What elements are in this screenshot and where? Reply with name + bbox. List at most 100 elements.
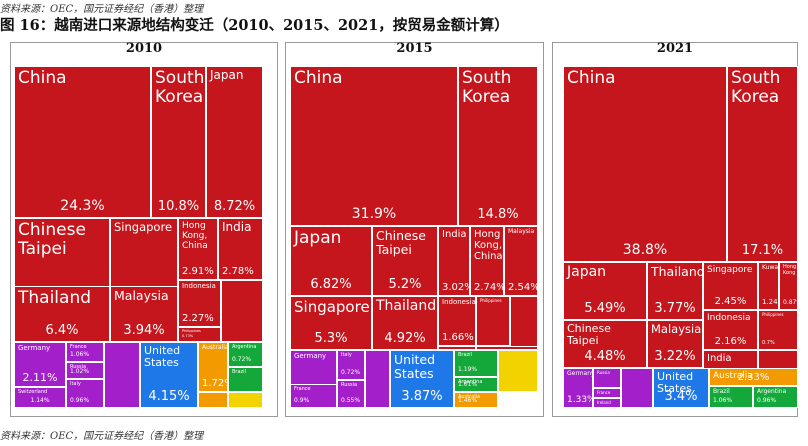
treemap-minor-tile bbox=[104, 342, 140, 408]
panel-2010 bbox=[10, 42, 278, 417]
tile-name-label: Philippines bbox=[480, 298, 502, 303]
treemap-2021: China 38.8% South Korea 17.1% Japan 5.49% Thai… bbox=[563, 66, 798, 408]
treemap-tile-philippines: Philippines bbox=[476, 296, 510, 346]
treemap-tile-france: France 1.06% bbox=[66, 342, 104, 362]
tile-share-label: 2.74% bbox=[474, 281, 504, 293]
tile-name-label: United States bbox=[394, 352, 436, 381]
tile-share-label: 2.78% bbox=[222, 265, 254, 277]
tile-name-label: Hong Kong bbox=[783, 264, 797, 276]
treemap-tile-india: India 3.02% bbox=[438, 226, 470, 296]
tile-share-label: 0.96% bbox=[70, 397, 90, 405]
treemap-tile-ireland: Ireland bbox=[593, 398, 621, 408]
treemap-tile-australia: Australia 2.33% bbox=[709, 368, 798, 386]
tile-name-label: Italy bbox=[70, 381, 81, 387]
tile-name-label: Singapore bbox=[294, 298, 370, 316]
treemap-tile-indonesia: Indonesia 1.66% bbox=[438, 296, 476, 346]
tile-name-label: Malaysia bbox=[651, 322, 702, 336]
tile-name-label: Argentina bbox=[458, 379, 483, 385]
treemap-tile-germany: Germany 2.11% bbox=[14, 342, 66, 387]
tile-name-label: Russia bbox=[70, 364, 87, 370]
treemap-tile-indonesia: Indonesia 2.27% bbox=[178, 280, 221, 327]
tile-share-label: 0.96% bbox=[757, 397, 777, 405]
treemap-tile-australia: Australia 1.72% bbox=[198, 342, 228, 392]
treemap-tile-kuwait: Kuwait 1.24% bbox=[758, 262, 779, 310]
tile-share-label: 1.06% bbox=[713, 397, 733, 405]
tile-share-label: 8.72% bbox=[213, 199, 256, 215]
tile-name-label: Germany bbox=[567, 370, 593, 377]
tile-name-label: Singapore bbox=[707, 265, 753, 275]
tile-share-label: 0.72% bbox=[341, 369, 361, 377]
tile-name-label: China bbox=[294, 68, 343, 88]
tile-name-label: Chinese Taipei bbox=[376, 228, 426, 257]
tile-name-label: United States bbox=[144, 344, 181, 370]
treemap-minor-tile bbox=[510, 296, 538, 350]
year-label-2015: 2015 bbox=[396, 41, 433, 56]
source-note-top: 资料来源：OEC，国元证券经纪（香港）整理 bbox=[0, 4, 204, 15]
tile-name-label: France bbox=[597, 390, 611, 395]
tile-name-label: France bbox=[294, 386, 311, 392]
tile-name-label: Australia bbox=[458, 394, 481, 400]
tile-name-label: South Korea bbox=[462, 68, 512, 108]
treemap-tile-malaysia: Malaysia 2.54% bbox=[504, 226, 538, 296]
tile-name-label: Japan bbox=[294, 228, 342, 248]
treemap-tile-malaysia: Malaysia 3.22% bbox=[647, 320, 703, 368]
treemap-tile-italy: Italy 0.72% bbox=[337, 350, 365, 380]
treemap-tile-germany: Germany 1.33% bbox=[563, 368, 593, 408]
treemap-minor-tile bbox=[365, 350, 390, 408]
treemap-minor-tile bbox=[228, 392, 263, 408]
treemap-tile-italy: Italy 0.96% bbox=[66, 379, 104, 408]
treemap-tile-hong-kong-china: Hong Kong, China 2.74% bbox=[470, 226, 504, 296]
tile-share-label: 6.82% bbox=[310, 277, 352, 293]
tile-share-label: 4.48% bbox=[584, 349, 626, 365]
treemap-tile-chinese-taipei: Chinese Taipei 5.2% bbox=[372, 226, 438, 296]
tile-share-label: 31.9% bbox=[351, 206, 397, 223]
tile-name-label: Philippines bbox=[762, 312, 784, 317]
tile-name-label: Germany bbox=[18, 344, 51, 352]
treemap-tile-argentina: Argentina 0.72% bbox=[228, 342, 263, 367]
tile-name-label: Philippines bbox=[182, 329, 201, 333]
tile-name-label: Brazil bbox=[458, 352, 472, 358]
tile-name-label: India bbox=[707, 353, 732, 364]
treemap-tile-china: China 31.9% bbox=[290, 66, 458, 226]
tile-share-label: 0.87% bbox=[783, 299, 797, 307]
tile-name-label: Chinese Taipei bbox=[567, 322, 611, 348]
tile-share-label: 3.22% bbox=[654, 349, 696, 365]
tile-share-label: 2.16% bbox=[714, 335, 747, 347]
treemap-tile-switzerland: Switzerland 1.14% bbox=[14, 387, 66, 408]
tile-share-label: 2.54% bbox=[508, 281, 538, 293]
treemap-tile-united-states: United States 3.87% bbox=[390, 350, 454, 408]
treemap-tile-japan: Japan 6.82% bbox=[290, 226, 372, 296]
tile-name-label: Thailand bbox=[18, 288, 92, 308]
tile-name-label: Malaysia bbox=[114, 288, 169, 303]
tile-name-label: Russia bbox=[597, 370, 610, 375]
tile-share-label: 1.01% bbox=[458, 381, 478, 389]
source-note-bottom: 资料来源：OEC，国元证券经纪（香港）整理 bbox=[0, 431, 204, 442]
tile-share-label: 2.33% bbox=[737, 371, 770, 383]
treemap-tile-japan: Japan 8.72% bbox=[206, 66, 263, 218]
treemap-tile-argentina: Argentina 1.01% bbox=[454, 377, 498, 392]
tile-share-label: 4.15% bbox=[148, 389, 190, 405]
tile-share-label: 1.72% bbox=[202, 377, 227, 389]
treemap-tile-philippines: Philippines 0.7% bbox=[758, 310, 798, 350]
tile-name-label: Australia bbox=[202, 344, 228, 351]
tile-name-label: United States bbox=[657, 370, 694, 396]
treemap-tile-japan: Japan 5.49% bbox=[563, 262, 647, 320]
tile-share-label: 1.46% bbox=[458, 397, 478, 405]
tile-name-label: Italy bbox=[341, 352, 352, 358]
tile-share-label: 1.02% bbox=[70, 368, 90, 376]
tile-share-label: 6.4% bbox=[45, 323, 79, 339]
treemap-tile-china: China 38.8% bbox=[563, 66, 727, 262]
treemap-tile-philippines: Philippines 0.73% bbox=[178, 327, 221, 342]
treemap-tile-south-korea: South Korea 10.8% bbox=[151, 66, 206, 218]
treemap-tile-singapore: Singapore 2.45% bbox=[703, 262, 758, 310]
tile-name-label: India bbox=[222, 220, 252, 234]
treemap-tile-brazil: Brazil 1.19% bbox=[454, 350, 498, 377]
treemap-tile-south-korea: South Korea 17.1% bbox=[727, 66, 798, 262]
treemap-tile-france: France bbox=[593, 388, 621, 398]
tile-share-label: 3.94% bbox=[123, 323, 165, 339]
tile-share-label: 24.3% bbox=[60, 198, 105, 215]
year-label-2021: 2021 bbox=[656, 41, 694, 56]
treemap-tile-south-korea: South Korea 14.8% bbox=[458, 66, 538, 226]
treemap-tile-argentina: Argentina 0.96% bbox=[753, 386, 798, 408]
tile-name-label: South Korea bbox=[155, 68, 205, 108]
